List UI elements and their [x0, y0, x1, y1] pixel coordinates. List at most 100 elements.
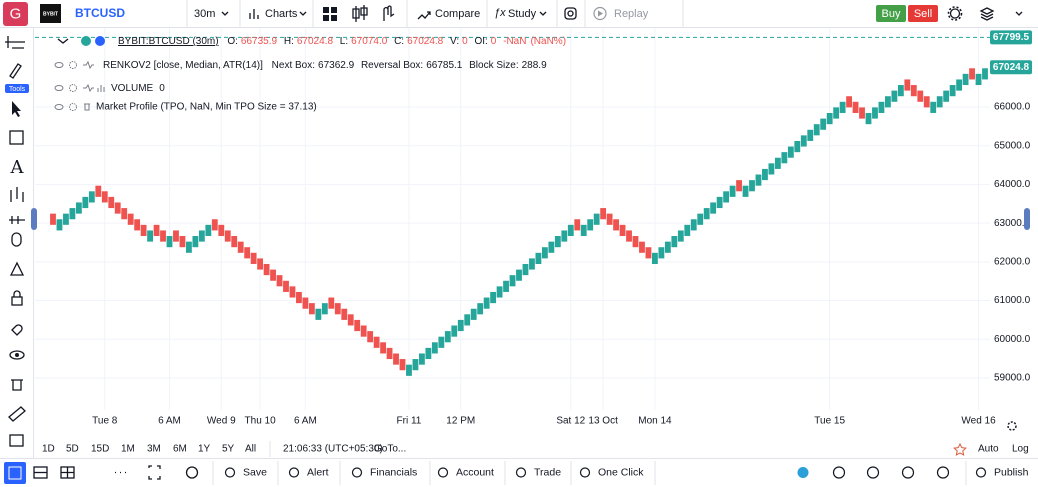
delete-icon[interactable] [84, 103, 90, 111]
renko-brick [736, 180, 742, 192]
renko-brick [509, 275, 516, 287]
charts-button[interactable]: Charts [265, 8, 298, 20]
goto-button[interactable]: GoTo... [374, 444, 406, 455]
renko-brick [380, 342, 386, 354]
range-button[interactable]: 1D [42, 444, 55, 455]
eye-pupil [15, 353, 19, 357]
chevron[interactable] [1015, 11, 1023, 16]
toolbar-button[interactable]: Account [456, 466, 494, 478]
renko-brick [386, 347, 393, 360]
sell-button[interactable] [908, 5, 938, 22]
cursor-tool[interactable] [12, 101, 21, 117]
axis-settings[interactable] [1007, 421, 1017, 431]
right-collapse-handle[interactable] [1024, 208, 1030, 230]
ruler-tool[interactable] [8, 406, 26, 422]
toolbar-button[interactable]: Financials [370, 466, 417, 478]
range-button[interactable]: 5D [66, 444, 79, 455]
symbol[interactable]: BTCUSD [75, 6, 125, 20]
renko-brick [807, 129, 814, 141]
logo[interactable] [3, 2, 28, 26]
zoom-tool[interactable] [11, 232, 22, 247]
visibility-icon[interactable] [54, 104, 64, 110]
hand-icon[interactable] [383, 5, 395, 21]
range-button[interactable]: 6M [173, 444, 187, 455]
buy-button[interactable] [876, 5, 906, 22]
indicator-value: 0 [159, 83, 165, 94]
renko-brick [470, 308, 477, 320]
fullscreen[interactable] [148, 465, 161, 480]
range-button[interactable]: 3M [147, 444, 161, 455]
auto-button[interactable]: Auto [978, 444, 999, 455]
pattern-tool[interactable] [10, 187, 24, 202]
renko-brick [813, 124, 820, 136]
text-tool[interactable]: A [10, 157, 25, 178]
renko-brick [723, 191, 730, 203]
settings-icon[interactable] [69, 84, 77, 92]
renko-brick [800, 135, 807, 147]
interval[interactable]: 30m [194, 8, 215, 20]
link-tool[interactable] [11, 324, 23, 336]
renko-brick [108, 196, 115, 209]
screenshot-tool[interactable] [9, 434, 24, 447]
toolbar-button[interactable]: Save [243, 466, 267, 478]
range-button[interactable]: 1Y [198, 444, 211, 455]
replay-play [598, 10, 603, 17]
ohlc-value: 67074.0 [351, 36, 388, 47]
toolbar-button[interactable]: Alert [307, 466, 329, 478]
toolbar-icon[interactable] [866, 466, 880, 479]
price-tag-label: 67799.5 [993, 32, 1030, 43]
range-button[interactable]: All [245, 444, 256, 455]
range-button[interactable]: 1M [121, 444, 135, 455]
lock-tool[interactable] [11, 296, 23, 306]
toolbar-icon[interactable] [832, 466, 846, 479]
visibility-icon[interactable] [54, 62, 64, 68]
toolbar-icon[interactable] [936, 466, 950, 479]
log-button[interactable]: Log [1012, 444, 1029, 455]
toolbar-button[interactable]: Trade [534, 466, 561, 478]
left-collapse-handle[interactable] [31, 208, 37, 230]
toolbar-button[interactable]: Publish [994, 466, 1029, 478]
symbol-label: BYBIT:BTCUSD (30m) [118, 36, 219, 47]
source-icon[interactable] [83, 60, 94, 70]
rect-tool[interactable] [9, 130, 24, 145]
toolbar-icon[interactable] [797, 467, 809, 478]
tools-badge[interactable] [5, 84, 29, 93]
crosshair-tool[interactable] [5, 36, 25, 49]
layout-single[interactable] [4, 462, 26, 484]
candles-icon[interactable] [352, 5, 368, 22]
replay-button[interactable]: Replay [614, 8, 649, 20]
study-button[interactable]: Study [508, 8, 537, 20]
ohlc-key: V: [450, 36, 459, 47]
volume-icon[interactable] [83, 83, 105, 93]
renko-brick [846, 96, 852, 108]
toolbar-button[interactable]: One Click [598, 466, 644, 478]
indicator-name: RENKOV2 [close, Median, ATR(14)] [103, 60, 263, 71]
collapse-icon[interactable] [57, 38, 69, 44]
compare-button[interactable]: Compare [435, 8, 480, 20]
camera-icon[interactable] [564, 7, 577, 20]
range-button[interactable]: 15D [91, 444, 109, 455]
toolbar-icon[interactable] [901, 466, 915, 479]
renko-brick [949, 85, 956, 97]
magnet-tool[interactable] [9, 261, 25, 276]
chevron [539, 11, 547, 16]
settings-icon[interactable] [949, 8, 961, 19]
renko-brick [587, 219, 594, 231]
visibility-icon[interactable] [54, 85, 64, 91]
theme-icon[interactable] [185, 466, 199, 479]
eye-tool[interactable] [9, 350, 25, 360]
measure-tool[interactable] [9, 216, 25, 224]
layers-icon[interactable] [979, 7, 995, 21]
range-button[interactable]: 5Y [222, 444, 235, 455]
renko-brick [671, 236, 678, 248]
renko-brick [360, 325, 367, 337]
favorite-icon[interactable] [953, 442, 967, 456]
settings-icon[interactable] [69, 61, 77, 69]
settings-icon[interactable] [69, 103, 77, 111]
layout-icon[interactable] [323, 7, 337, 21]
renko-brick [308, 303, 315, 315]
pencil-tool[interactable] [9, 63, 22, 79]
chevron [299, 11, 307, 16]
renko-brick [134, 219, 141, 231]
trash-tool[interactable] [11, 379, 23, 391]
